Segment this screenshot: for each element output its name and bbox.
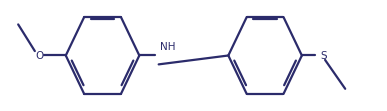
Text: NH: NH: [160, 42, 176, 52]
Text: S: S: [320, 51, 327, 60]
Text: O: O: [35, 51, 44, 60]
